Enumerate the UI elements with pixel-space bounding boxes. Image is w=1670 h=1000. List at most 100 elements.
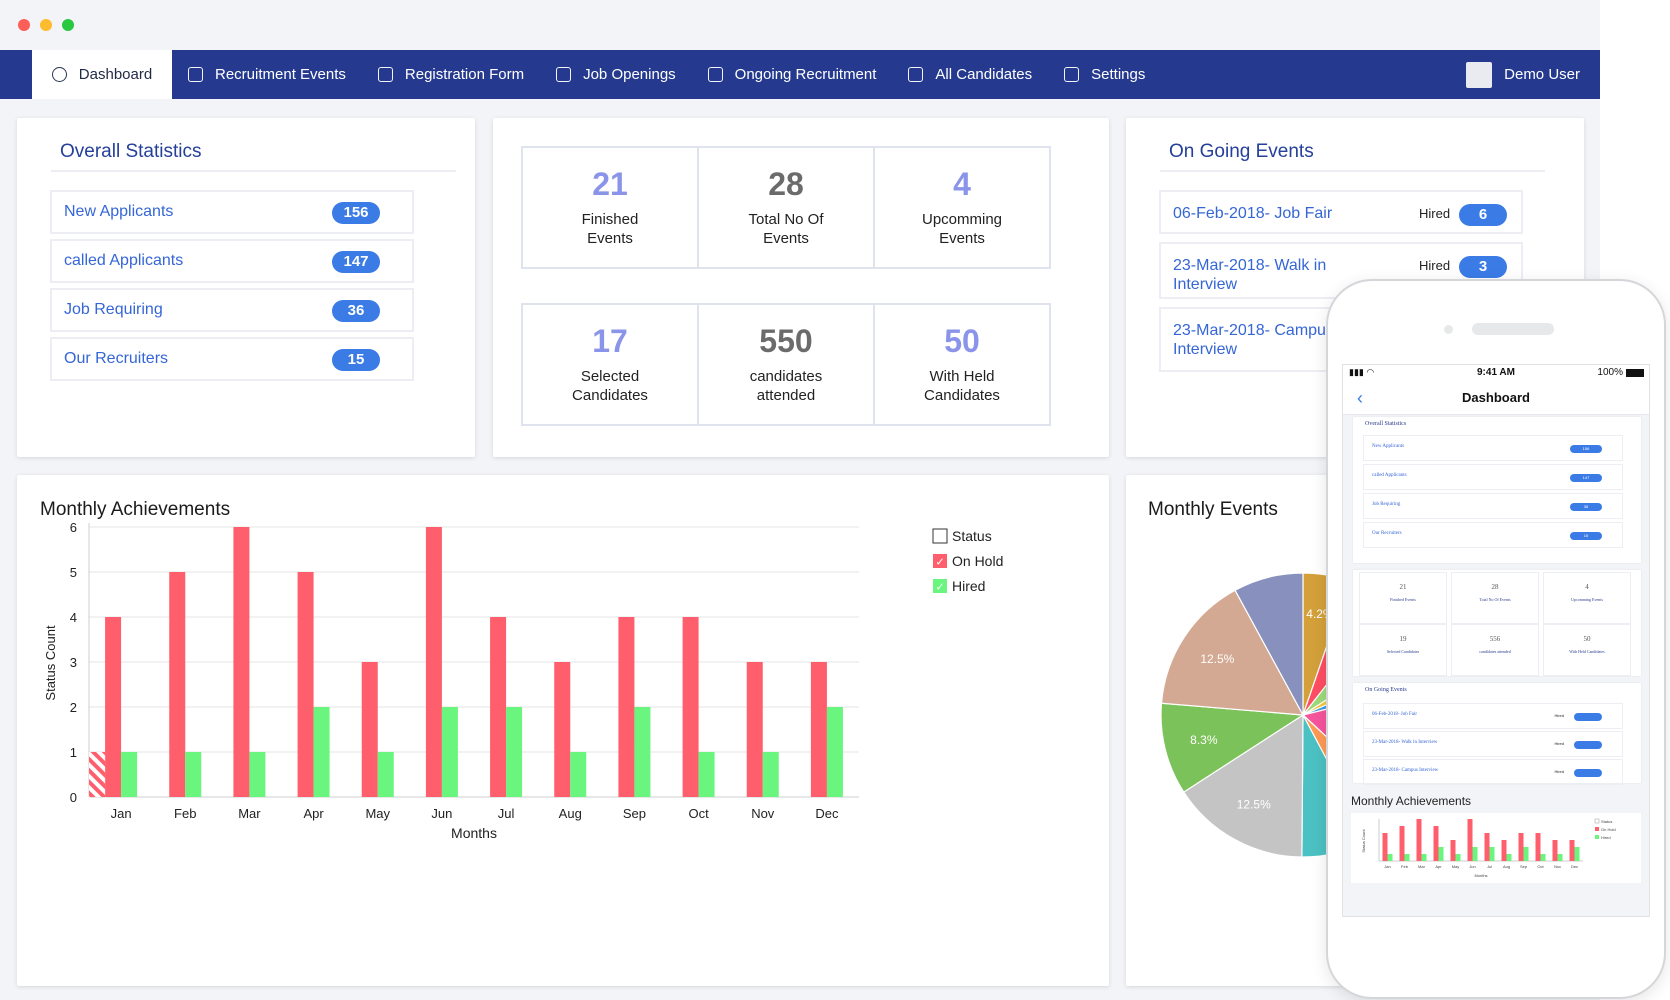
nav-tab-settings[interactable]: Settings (1048, 50, 1161, 99)
mini-on-hold-bar (1450, 840, 1456, 861)
hired-bar[interactable] (377, 752, 394, 797)
phone-stat-row[interactable]: Job Requiring 36 (1363, 493, 1623, 519)
phone-stat-box-value: 4 (1585, 583, 1589, 591)
phone-speaker (1472, 323, 1554, 335)
nav-tab-ongoing-recruitment[interactable]: Ongoing Recruitment (692, 50, 893, 99)
phone-stat-badge: 36 (1570, 503, 1602, 511)
event-stat-box: 28 Total No Of Events (697, 146, 875, 269)
on-hold-bar[interactable] (233, 527, 250, 797)
phone-event-row[interactable]: 23-Mar-2018- Walk in Interview Hired (1363, 731, 1623, 757)
phone-event-row[interactable]: 06-Feb-2018- Job Fair Hired (1363, 703, 1623, 729)
on-hold-bar[interactable] (554, 662, 571, 797)
phone-stat-row[interactable]: New Applicants 156 (1363, 435, 1623, 461)
event-stat-value: 4 (953, 166, 971, 202)
phone-stat-box-value: 21 (1399, 583, 1407, 591)
phone-event-row[interactable]: 23-Mar-2018- Campus Interview Hired (1363, 759, 1623, 785)
back-chevron-icon[interactable]: ‹ (1357, 388, 1363, 408)
on-hold-bar[interactable] (746, 662, 763, 797)
nav-tab-all-candidates[interactable]: All Candidates (892, 50, 1048, 99)
recruitment-events-icon (188, 67, 203, 82)
phone-stats-card: 21 Finished Events 28 Total No Of Events 4 Up… (1353, 570, 1641, 676)
y-tick-label: 6 (70, 520, 77, 535)
hired-bar[interactable] (698, 752, 715, 797)
settings-icon (1064, 67, 1080, 82)
phone-stat-row[interactable]: called Applicants 147 (1363, 464, 1623, 490)
mini-hired-bar (1421, 854, 1427, 861)
phone-stat-label: Job Requiring (1372, 502, 1401, 507)
on-hold-bar[interactable] (169, 572, 186, 797)
on-hold-bar[interactable] (425, 527, 442, 797)
phone-screen: ▮▮▮ ◠ 9:41 AM 100% ‹ Dashboard Overall S… (1342, 364, 1650, 917)
pie-slice[interactable] (1160, 702, 1305, 793)
on-hold-bar[interactable] (682, 617, 699, 797)
pie-slice[interactable] (1182, 713, 1304, 858)
phone-overall-card: Overall Statistics New Applicants 156 call… (1353, 417, 1641, 563)
hired-bar[interactable] (762, 752, 779, 797)
event-stat-box: 4 Upcomming Events (873, 146, 1051, 269)
hired-bar[interactable] (506, 707, 523, 797)
overall-stat-row[interactable]: Job Requiring 36 (50, 288, 414, 332)
overall-stat-row[interactable]: New Applicants 156 (50, 190, 414, 234)
phone-ongoing-title: On Going Events (1365, 687, 1407, 693)
event-stat-caption: With Held Candidates (875, 367, 1049, 405)
mini-on-hold-bar (1467, 819, 1473, 861)
hired-bar[interactable] (441, 707, 458, 797)
hired-bar[interactable] (570, 752, 587, 797)
dashboard-icon (51, 67, 67, 82)
on-hold-bar[interactable] (105, 617, 122, 797)
on-hold-bar[interactable] (810, 662, 827, 797)
ongoing-events-title: On Going Events (1169, 141, 1314, 162)
mini-on-hold-bar (1382, 833, 1388, 861)
overall-stat-count-badge: 147 (332, 251, 380, 273)
nav-tab-registration-form[interactable]: Registration Form (362, 50, 540, 99)
ongoing-event-row[interactable]: 06-Feb-2018- Job Fair Hired 6 (1159, 190, 1523, 234)
hired-bar[interactable] (826, 707, 843, 797)
nav-tab-dashboard[interactable]: Dashboard (32, 50, 172, 99)
on-hold-bar[interactable] (618, 617, 635, 797)
on-hold-bar[interactable] (490, 617, 507, 797)
mini-on-hold-bar (1569, 840, 1575, 861)
mini-on-hold-bar (1501, 840, 1507, 861)
user-menu[interactable]: Demo User (1466, 50, 1600, 99)
mini-hired-bar (1540, 854, 1546, 861)
overall-stat-row[interactable]: Our Recruiters 15 (50, 337, 414, 381)
event-stat-caption-line: Events (587, 230, 633, 247)
hired-bar[interactable] (185, 752, 202, 797)
maximize-window-icon[interactable] (62, 19, 74, 31)
nav-tab-job-openings[interactable]: Job Openings (540, 50, 692, 99)
mini-x-tick: Jul (1487, 864, 1492, 869)
y-tick-label: 5 (70, 565, 77, 580)
x-axis-label: Months (451, 825, 497, 841)
x-tick-label: Feb (174, 806, 196, 821)
on-hold-bar[interactable] (297, 572, 314, 797)
close-window-icon[interactable] (18, 19, 30, 31)
hired-bar[interactable] (634, 707, 651, 797)
mini-legend-label: Status (1601, 819, 1612, 824)
overall-stat-row[interactable]: called Applicants 147 (50, 239, 414, 283)
hired-bar[interactable] (121, 752, 138, 797)
hired-bar[interactable] (249, 752, 266, 797)
user-name: Demo User (1504, 66, 1580, 83)
mini-x-tick: Mar (1418, 864, 1426, 869)
ongoing-event-label: 23-Mar-2018- Campus Interview (1173, 322, 1334, 358)
pie-slice[interactable] (1160, 589, 1305, 716)
event-stat-caption-line: attended (756, 387, 816, 404)
mini-hired-bar (1438, 847, 1444, 861)
pie-slice[interactable] (1234, 572, 1304, 716)
on-hold-bar[interactable] (361, 662, 378, 797)
mini-x-label: Months (1474, 873, 1487, 878)
legend-swatch[interactable] (933, 579, 947, 593)
legend-swatch[interactable] (933, 554, 947, 568)
phone-event-hired-label: Hired (1554, 713, 1564, 718)
event-stat-caption-line: candidates (749, 368, 823, 385)
minimize-window-icon[interactable] (40, 19, 52, 31)
phone-stat-row[interactable]: Our Recruiters 15 (1363, 522, 1623, 548)
legend-status-checkbox[interactable] (932, 528, 948, 544)
phone-stat-box: 4 Upcomming Events (1543, 572, 1631, 624)
phone-status-bar: ▮▮▮ ◠ 9:41 AM 100% (1343, 365, 1649, 381)
hired-bar[interactable] (313, 707, 330, 797)
mini-x-tick: Sep (1520, 864, 1528, 869)
nav-tab-recruitment-events[interactable]: Recruitment Events (172, 50, 362, 99)
x-tick-label: Oct (688, 806, 709, 821)
hatched-bar[interactable] (89, 752, 106, 797)
